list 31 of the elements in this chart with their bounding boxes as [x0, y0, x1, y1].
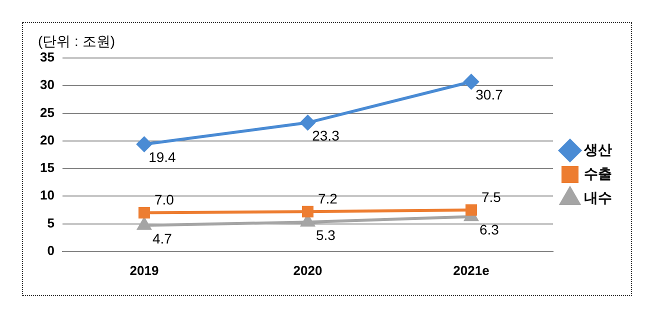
y-tick-label: 35 — [40, 50, 54, 65]
point — [138, 218, 151, 230]
point — [466, 204, 477, 216]
data-label: 7.5 — [482, 188, 502, 205]
data-label: 19.4 — [148, 149, 176, 166]
data-label: 5.3 — [316, 226, 336, 243]
point — [300, 115, 316, 130]
legend-label: 수출 — [584, 165, 612, 182]
y-tick-label: 15 — [40, 160, 54, 176]
data-label: 6.3 — [480, 221, 500, 238]
legend-label: 내수 — [584, 189, 612, 206]
data-label: 30.7 — [476, 86, 504, 103]
point — [464, 74, 479, 90]
point — [138, 206, 150, 218]
x-tick-label: 2020 — [293, 262, 322, 278]
y-tick-label: 30 — [40, 77, 54, 92]
chart-subtitle: (단위 : 조원) — [38, 33, 115, 51]
x-tick-label: 2019 — [130, 262, 159, 278]
y-tick-label: 0 — [47, 242, 54, 258]
legend-label: 생산 — [583, 141, 612, 158]
y-tick-label: 20 — [40, 132, 54, 148]
y-tick-label: 25 — [40, 104, 54, 120]
data-label: 7.0 — [154, 192, 174, 208]
point — [302, 206, 314, 218]
point — [136, 136, 152, 152]
y-tick-label: 5 — [47, 215, 54, 230]
data-label: 7.2 — [318, 190, 338, 206]
data-label: 4.7 — [152, 230, 172, 246]
data-label: 23.3 — [312, 128, 340, 144]
x-tick-label: 2021e — [453, 262, 490, 278]
y-tick-label: 10 — [40, 188, 54, 203]
